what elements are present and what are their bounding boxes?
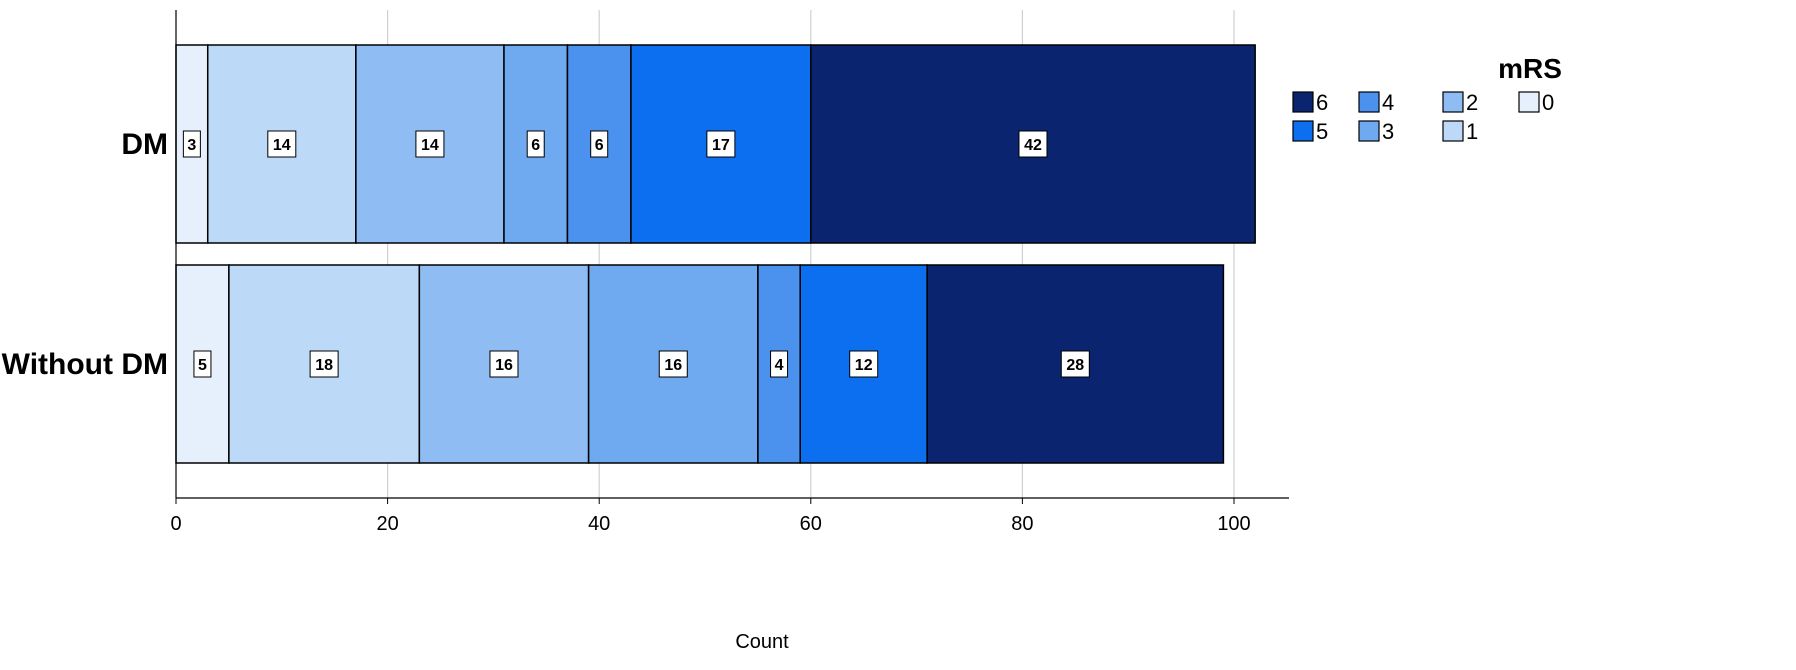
legend-label-mrs-5: 5 [1316, 119, 1328, 144]
data-label-box-0-mrs-2 [415, 130, 445, 158]
data-labels: 3 14 14 6 6 17 42 5 18 16 16 4 12 28 [182, 130, 1090, 378]
data-label-box-1-mrs-3 [658, 350, 688, 378]
legend-label-mrs-2: 2 [1466, 90, 1478, 115]
legend-swatch-mrs-0 [1518, 91, 1540, 113]
legend-swatch-mrs-2 [1442, 91, 1464, 113]
data-label-1-mrs-3: 16 [664, 357, 682, 374]
legend: mRS 6 5 4 3 2 1 0 [1292, 53, 1562, 144]
legend-swatch-mrs-1 [1442, 120, 1464, 142]
data-label-1-mrs-5: 12 [855, 357, 873, 374]
legend-swatch-mrs-3 [1358, 120, 1380, 142]
data-label-0-mrs-3: 6 [531, 137, 540, 154]
data-label-0-mrs-1: 14 [273, 137, 291, 154]
data-label-box-0-mrs-3 [526, 130, 545, 158]
data-label-box-1-mrs-0 [193, 350, 212, 378]
data-label-1-mrs-0: 5 [198, 357, 207, 374]
data-label-box-0-mrs-0 [182, 130, 201, 158]
bars [175, 44, 1256, 464]
legend-label-mrs-0: 0 [1542, 90, 1554, 115]
x-tick-label-60: 60 [800, 513, 822, 535]
x-axis-title: Count [735, 631, 789, 653]
legend-label-mrs-4: 4 [1382, 90, 1394, 115]
category-label-1: Without DM [2, 348, 168, 381]
legend-label-mrs-1: 1 [1466, 119, 1478, 144]
legend-swatch-mrs-5 [1292, 120, 1314, 142]
legend-swatch-mrs-4 [1358, 91, 1380, 113]
data-label-box-0-mrs-5 [706, 130, 736, 158]
data-label-box-1-mrs-1 [309, 350, 339, 378]
axes: 0 20 40 60 80 100 DM Without DM [2, 10, 1289, 535]
data-label-box-1-mrs-5 [849, 350, 879, 378]
legend-swatch-mrs-6 [1292, 91, 1314, 113]
data-label-box-1-mrs-6 [1060, 350, 1090, 378]
category-label-0: DM [121, 128, 168, 161]
legend-label-mrs-3: 3 [1382, 119, 1394, 144]
data-label-box-1-mrs-2 [489, 350, 519, 378]
legend-title: mRS [1498, 53, 1562, 84]
data-label-0-mrs-5: 17 [712, 137, 730, 154]
data-label-1-mrs-2: 16 [495, 357, 513, 374]
legend-label-mrs-6: 6 [1316, 90, 1328, 115]
data-label-1-mrs-1: 18 [315, 357, 333, 374]
x-tick-label-20: 20 [376, 513, 398, 535]
data-label-box-0-mrs-1 [267, 130, 297, 158]
data-label-0-mrs-2: 14 [421, 137, 439, 154]
data-label-0-mrs-0: 3 [187, 137, 196, 154]
data-label-1-mrs-6: 28 [1066, 357, 1084, 374]
data-label-box-0-mrs-6 [1018, 130, 1048, 158]
x-tick-label-40: 40 [588, 513, 610, 535]
x-tick-label-100: 100 [1217, 513, 1250, 535]
data-label-box-0-mrs-4 [590, 130, 609, 158]
data-label-0-mrs-4: 6 [595, 137, 604, 154]
data-label-box-1-mrs-4 [770, 350, 789, 378]
x-tick-label-80: 80 [1011, 513, 1033, 535]
data-label-0-mrs-6: 42 [1024, 137, 1042, 154]
x-tick-label-0: 0 [170, 513, 181, 535]
data-label-1-mrs-4: 4 [775, 357, 784, 374]
